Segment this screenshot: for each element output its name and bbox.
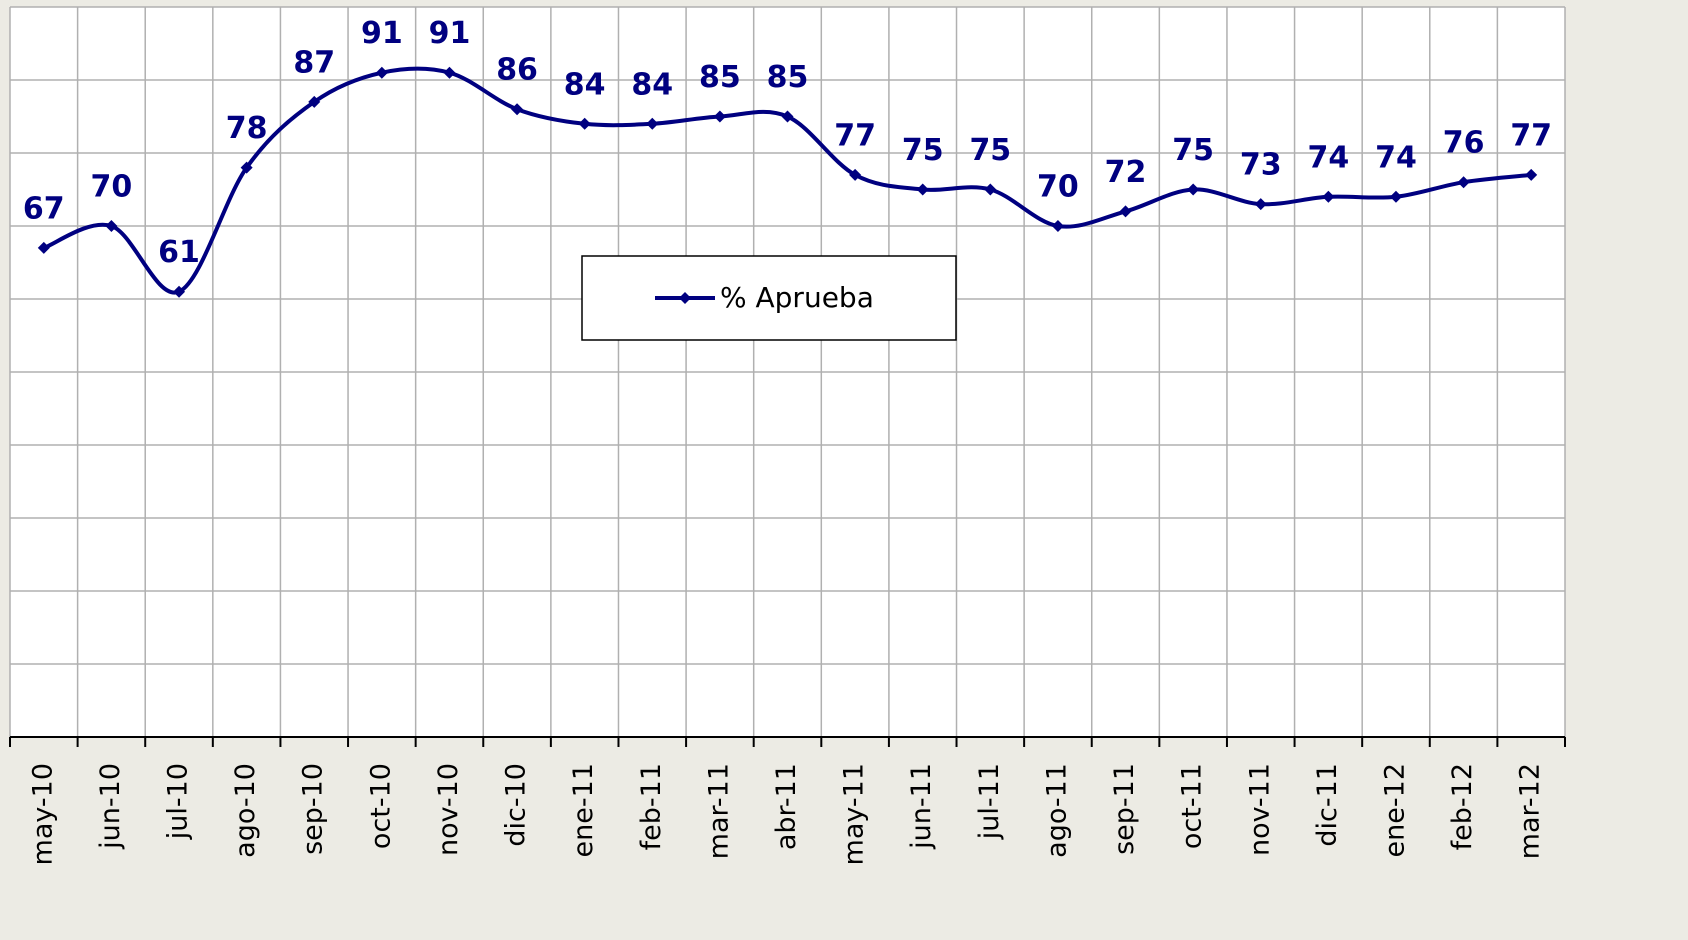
data-label: 74 xyxy=(1307,140,1349,175)
marker xyxy=(1389,190,1402,203)
data-label: 67 xyxy=(23,191,65,226)
data-label: 61 xyxy=(158,235,200,270)
marker xyxy=(1187,183,1200,196)
data-label: 91 xyxy=(429,16,471,51)
data-label: 77 xyxy=(834,118,876,153)
data-label: 85 xyxy=(699,60,741,95)
marker xyxy=(1525,168,1538,181)
marker xyxy=(443,66,456,79)
x-tick-label: sep-11 xyxy=(1109,763,1140,855)
data-label: 87 xyxy=(293,45,335,80)
marker xyxy=(713,110,726,123)
x-tick-label: jun-11 xyxy=(906,763,937,850)
legend-marker xyxy=(679,292,691,304)
series-line xyxy=(43,66,1532,295)
data-label: 76 xyxy=(1443,126,1485,161)
x-tick-label: dic-10 xyxy=(501,763,532,847)
marker xyxy=(984,183,997,196)
data-label: 91 xyxy=(361,16,403,51)
x-tick-label: sep-10 xyxy=(298,763,329,855)
marker xyxy=(781,110,794,123)
marker xyxy=(849,168,862,181)
data-label: 70 xyxy=(1037,170,1079,205)
data-label: 75 xyxy=(902,133,944,168)
marker xyxy=(37,241,50,254)
data-label: 70 xyxy=(91,170,133,205)
data-label: 77 xyxy=(1510,118,1552,153)
x-tick-label: nov-10 xyxy=(433,763,464,856)
data-label: 73 xyxy=(1240,148,1282,183)
x-tick-label: feb-12 xyxy=(1447,763,1478,850)
data-label: 86 xyxy=(496,53,538,88)
data-label: 84 xyxy=(631,67,673,102)
marker xyxy=(1254,198,1267,211)
data-label: 84 xyxy=(564,67,606,102)
x-tick-label: jun-10 xyxy=(95,763,126,850)
data-label: 74 xyxy=(1375,140,1417,175)
x-tick-label: ene-11 xyxy=(568,763,599,857)
marker xyxy=(1322,190,1335,203)
x-tick-label: may-11 xyxy=(839,763,870,865)
x-tick-label: ago-11 xyxy=(1041,763,1072,858)
x-tick-label: jul-11 xyxy=(974,763,1005,840)
x-tick-label: dic-11 xyxy=(1312,763,1343,847)
legend-box xyxy=(581,255,957,341)
data-label: 75 xyxy=(969,133,1011,168)
marker xyxy=(105,220,118,232)
marker xyxy=(916,183,929,196)
data-label: 85 xyxy=(767,60,809,95)
marker xyxy=(1119,205,1132,218)
marker xyxy=(240,161,253,174)
x-tick-label: may-10 xyxy=(27,763,58,865)
legend-label: % Aprueba xyxy=(720,281,874,314)
data-label: 72 xyxy=(1105,155,1147,190)
x-tick-label: feb-11 xyxy=(636,763,667,850)
data-label: 75 xyxy=(1172,133,1214,168)
x-tick-label: oct-10 xyxy=(365,763,396,849)
marker xyxy=(578,117,591,130)
data-label: 78 xyxy=(226,111,268,146)
x-tick-label: jul-10 xyxy=(163,763,194,840)
marker xyxy=(1051,220,1064,232)
x-tick-label: ago-10 xyxy=(230,763,261,858)
marker xyxy=(1457,176,1470,189)
marker xyxy=(375,66,388,79)
x-tick-label: abr-11 xyxy=(771,763,802,850)
marker xyxy=(646,117,659,130)
x-tick-label: oct-11 xyxy=(1177,763,1208,849)
x-tick-label: mar-12 xyxy=(1515,763,1546,859)
marker xyxy=(173,285,186,298)
x-tick-label: mar-11 xyxy=(703,763,734,859)
marker xyxy=(308,95,321,108)
marker xyxy=(511,103,524,116)
x-tick-label: ene-12 xyxy=(1379,763,1410,857)
x-tick-label: nov-11 xyxy=(1244,763,1275,856)
